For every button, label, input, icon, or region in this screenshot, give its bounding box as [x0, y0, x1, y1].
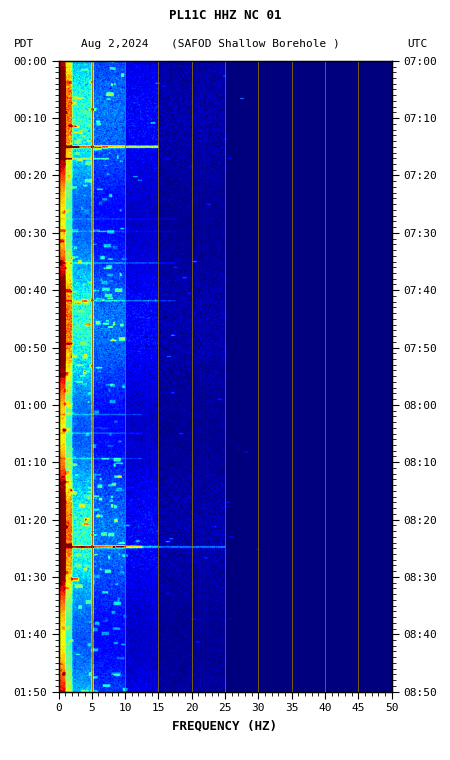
- Text: PL11C HHZ NC 01: PL11C HHZ NC 01: [169, 8, 281, 22]
- X-axis label: FREQUENCY (HZ): FREQUENCY (HZ): [172, 719, 278, 732]
- Text: (SAFOD Shallow Borehole ): (SAFOD Shallow Borehole ): [171, 39, 340, 49]
- Text: UTC: UTC: [407, 39, 427, 49]
- Text: PDT: PDT: [14, 39, 34, 49]
- Text: Aug 2,2024: Aug 2,2024: [81, 39, 148, 49]
